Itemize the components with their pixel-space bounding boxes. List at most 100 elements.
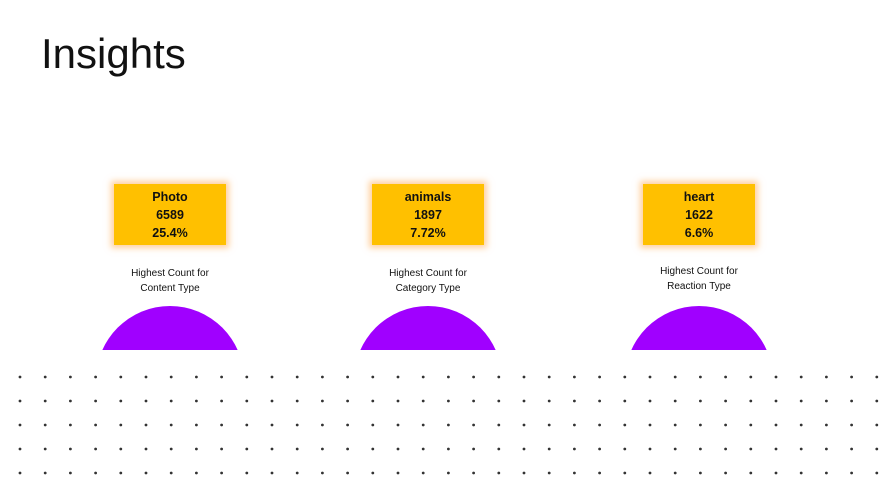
semicircle-shape xyxy=(96,306,244,350)
grid-dot xyxy=(522,375,526,379)
grid-dot xyxy=(799,471,803,475)
stat-percent: 7.72% xyxy=(410,225,446,240)
grid-dot xyxy=(169,423,173,427)
grid-dot xyxy=(774,375,778,379)
grid-dot xyxy=(371,447,375,451)
grid-dot xyxy=(699,375,702,379)
grid-dot xyxy=(547,447,551,451)
grid-dot xyxy=(371,399,375,403)
grid-dot xyxy=(245,399,249,403)
grid-dot xyxy=(522,423,526,427)
grid-dot xyxy=(598,423,601,427)
grid-dot xyxy=(295,375,299,379)
grid-dot xyxy=(673,423,677,427)
grid-dot xyxy=(749,471,753,475)
grid-dot xyxy=(144,399,148,403)
grid-dot xyxy=(270,399,274,403)
grid-dot xyxy=(69,399,72,403)
grid-dot xyxy=(270,471,274,475)
grid-dot xyxy=(573,471,576,475)
grid-dot xyxy=(447,375,450,379)
stat-percent: 25.4% xyxy=(152,225,188,240)
grid-dot xyxy=(648,471,652,475)
grid-dot xyxy=(69,471,72,475)
grid-dot xyxy=(119,447,123,451)
grid-dot xyxy=(396,471,400,475)
grid-dot xyxy=(850,471,853,475)
stat-label: heart xyxy=(683,189,715,204)
stat-box: heart 1622 6.6% xyxy=(643,184,755,245)
grid-dot xyxy=(573,423,576,427)
grid-dot xyxy=(850,375,853,379)
grid-dot xyxy=(673,447,677,451)
grid-dot xyxy=(396,399,400,403)
grid-dot xyxy=(749,399,753,403)
grid-dot xyxy=(346,375,349,379)
grid-dot xyxy=(69,447,72,451)
grid-dot xyxy=(875,423,879,427)
grid-dot xyxy=(144,447,148,451)
grid-dot xyxy=(774,447,778,451)
stat-box: animals 1897 7.72% xyxy=(372,184,484,245)
grid-dot xyxy=(144,423,148,427)
grid-dot xyxy=(220,471,224,475)
grid-dot xyxy=(497,423,501,427)
grid-dot xyxy=(673,399,677,403)
grid-dot xyxy=(825,399,828,403)
slide-title: Insights xyxy=(41,30,186,77)
grid-dot xyxy=(295,399,299,403)
grid-dot xyxy=(472,375,475,379)
grid-dot xyxy=(94,471,97,475)
grid-dot xyxy=(850,399,853,403)
grid-dot xyxy=(875,471,879,475)
grid-dot xyxy=(699,423,702,427)
grid-dot xyxy=(43,375,47,379)
grid-dot xyxy=(447,447,450,451)
stat-label: Photo xyxy=(152,189,188,204)
grid-dot xyxy=(321,399,324,403)
decorative-dot-grid xyxy=(18,375,879,475)
card-caption: Highest Count for Content Type xyxy=(70,266,270,296)
grid-dot xyxy=(396,447,400,451)
grid-dot xyxy=(169,399,173,403)
grid-dot xyxy=(472,423,475,427)
grid-dot xyxy=(169,447,173,451)
grid-dot xyxy=(699,447,702,451)
grid-dot xyxy=(421,423,425,427)
grid-dot xyxy=(18,375,22,379)
grid-dot xyxy=(18,471,22,475)
grid-dot xyxy=(825,375,828,379)
stat-label: animals xyxy=(404,189,452,204)
grid-dot xyxy=(850,447,853,451)
grid-dot xyxy=(648,447,652,451)
grid-dot xyxy=(623,399,627,403)
grid-dot xyxy=(547,471,551,475)
grid-dot xyxy=(447,423,450,427)
grid-dot xyxy=(421,447,425,451)
grid-dot xyxy=(295,447,299,451)
grid-dot xyxy=(497,471,501,475)
grid-dot xyxy=(573,447,576,451)
grid-dot xyxy=(598,375,601,379)
grid-dot xyxy=(144,375,148,379)
grid-dot xyxy=(447,399,450,403)
grid-dot xyxy=(18,423,22,427)
grid-dot xyxy=(472,447,475,451)
grid-dot xyxy=(472,399,475,403)
grid-dot xyxy=(195,423,198,427)
grid-dot xyxy=(371,423,375,427)
grid-dot xyxy=(245,375,249,379)
stat-box: Photo 6589 25.4% xyxy=(114,184,226,245)
grid-dot xyxy=(472,471,475,475)
grid-dot xyxy=(598,399,601,403)
caption-line-1: Highest Count for xyxy=(389,268,467,279)
grid-dot xyxy=(749,447,753,451)
grid-dot xyxy=(724,375,727,379)
grid-dot xyxy=(421,399,425,403)
grid-dot xyxy=(43,423,47,427)
grid-dot xyxy=(220,423,224,427)
grid-dot xyxy=(673,471,677,475)
grid-dot xyxy=(270,423,274,427)
grid-dot xyxy=(346,471,349,475)
grid-dot xyxy=(195,447,198,451)
